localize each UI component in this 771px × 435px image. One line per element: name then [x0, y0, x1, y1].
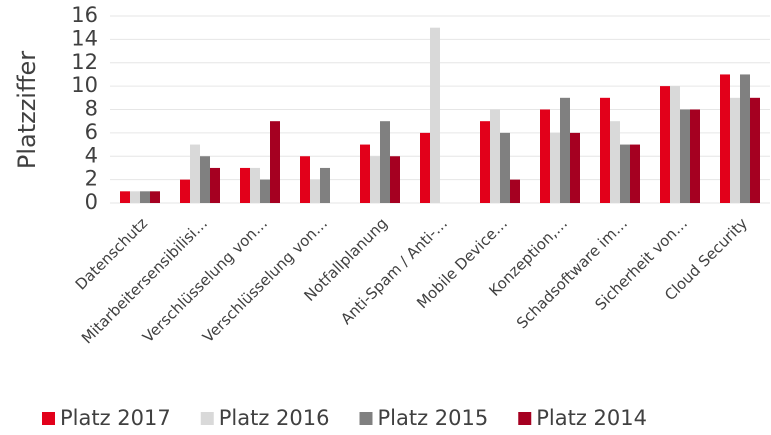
y-tick-label: 4 — [85, 143, 98, 167]
bar — [130, 191, 140, 203]
bar — [680, 109, 690, 203]
bar — [260, 179, 270, 203]
y-tick-label: 10 — [71, 73, 98, 97]
bar — [300, 156, 310, 203]
bar — [200, 156, 210, 203]
bar — [540, 109, 550, 203]
bar — [560, 97, 570, 203]
bar — [380, 121, 390, 203]
legend-swatch — [200, 412, 214, 425]
legend-swatch — [42, 412, 55, 425]
bar — [550, 132, 560, 203]
bar — [420, 132, 430, 203]
bar — [270, 121, 280, 203]
y-tick-label: 14 — [71, 26, 98, 50]
bar — [510, 179, 520, 203]
bar — [140, 191, 150, 203]
bar — [120, 191, 130, 203]
bar — [740, 74, 750, 203]
bar — [320, 167, 330, 203]
y-tick-label: 16 — [71, 3, 98, 27]
bar — [570, 132, 580, 203]
bar — [490, 109, 500, 203]
bar — [720, 74, 730, 203]
legend-label: Platz 2014 — [536, 406, 647, 430]
bar — [620, 144, 630, 203]
bar — [150, 191, 160, 203]
y-tick-label: 12 — [71, 50, 98, 74]
y-tick-label: 8 — [85, 97, 98, 121]
y-tick-label: 6 — [85, 120, 98, 144]
bar — [730, 97, 740, 203]
bar — [630, 144, 640, 203]
bar — [480, 121, 490, 203]
y-tick-label: 0 — [85, 190, 98, 214]
bar — [190, 144, 200, 203]
bar — [240, 167, 250, 203]
bar — [660, 86, 670, 203]
legend-label: Platz 2015 — [378, 406, 489, 430]
bar — [670, 86, 680, 203]
bar — [180, 179, 190, 203]
legend-label: Platz 2017 — [60, 406, 171, 430]
y-axis-label: Platzziffer — [13, 51, 41, 169]
bar — [210, 167, 220, 203]
y-tick-label: 2 — [85, 167, 98, 191]
bar — [360, 144, 370, 203]
bar — [390, 156, 400, 203]
bar — [370, 156, 380, 203]
legend-label: Platz 2016 — [219, 406, 330, 430]
x-tick-label: Anti-Spam / Anti-… — [337, 214, 451, 328]
bar — [430, 27, 440, 203]
bar — [600, 97, 610, 203]
legend-swatch — [359, 412, 373, 425]
x-tick-label: Schadsoftware im… — [513, 214, 631, 332]
bar — [250, 167, 260, 203]
bar — [500, 132, 510, 203]
bar — [750, 97, 760, 203]
bar — [310, 179, 320, 203]
legend-swatch — [518, 412, 532, 425]
bar — [690, 109, 700, 203]
bar — [610, 121, 620, 203]
